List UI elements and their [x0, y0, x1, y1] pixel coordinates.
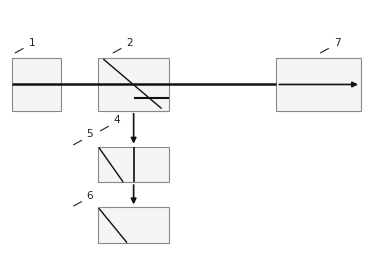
Bar [276, 58, 361, 111]
Bar [98, 147, 169, 182]
Text: 1: 1 [29, 37, 35, 48]
Bar [12, 58, 61, 111]
Text: 2: 2 [127, 37, 133, 48]
Bar [98, 58, 169, 111]
Bar [98, 207, 169, 243]
Text: 5: 5 [86, 129, 93, 139]
Text: 4: 4 [113, 115, 120, 125]
Text: 7: 7 [334, 37, 341, 48]
Text: 6: 6 [86, 191, 93, 201]
